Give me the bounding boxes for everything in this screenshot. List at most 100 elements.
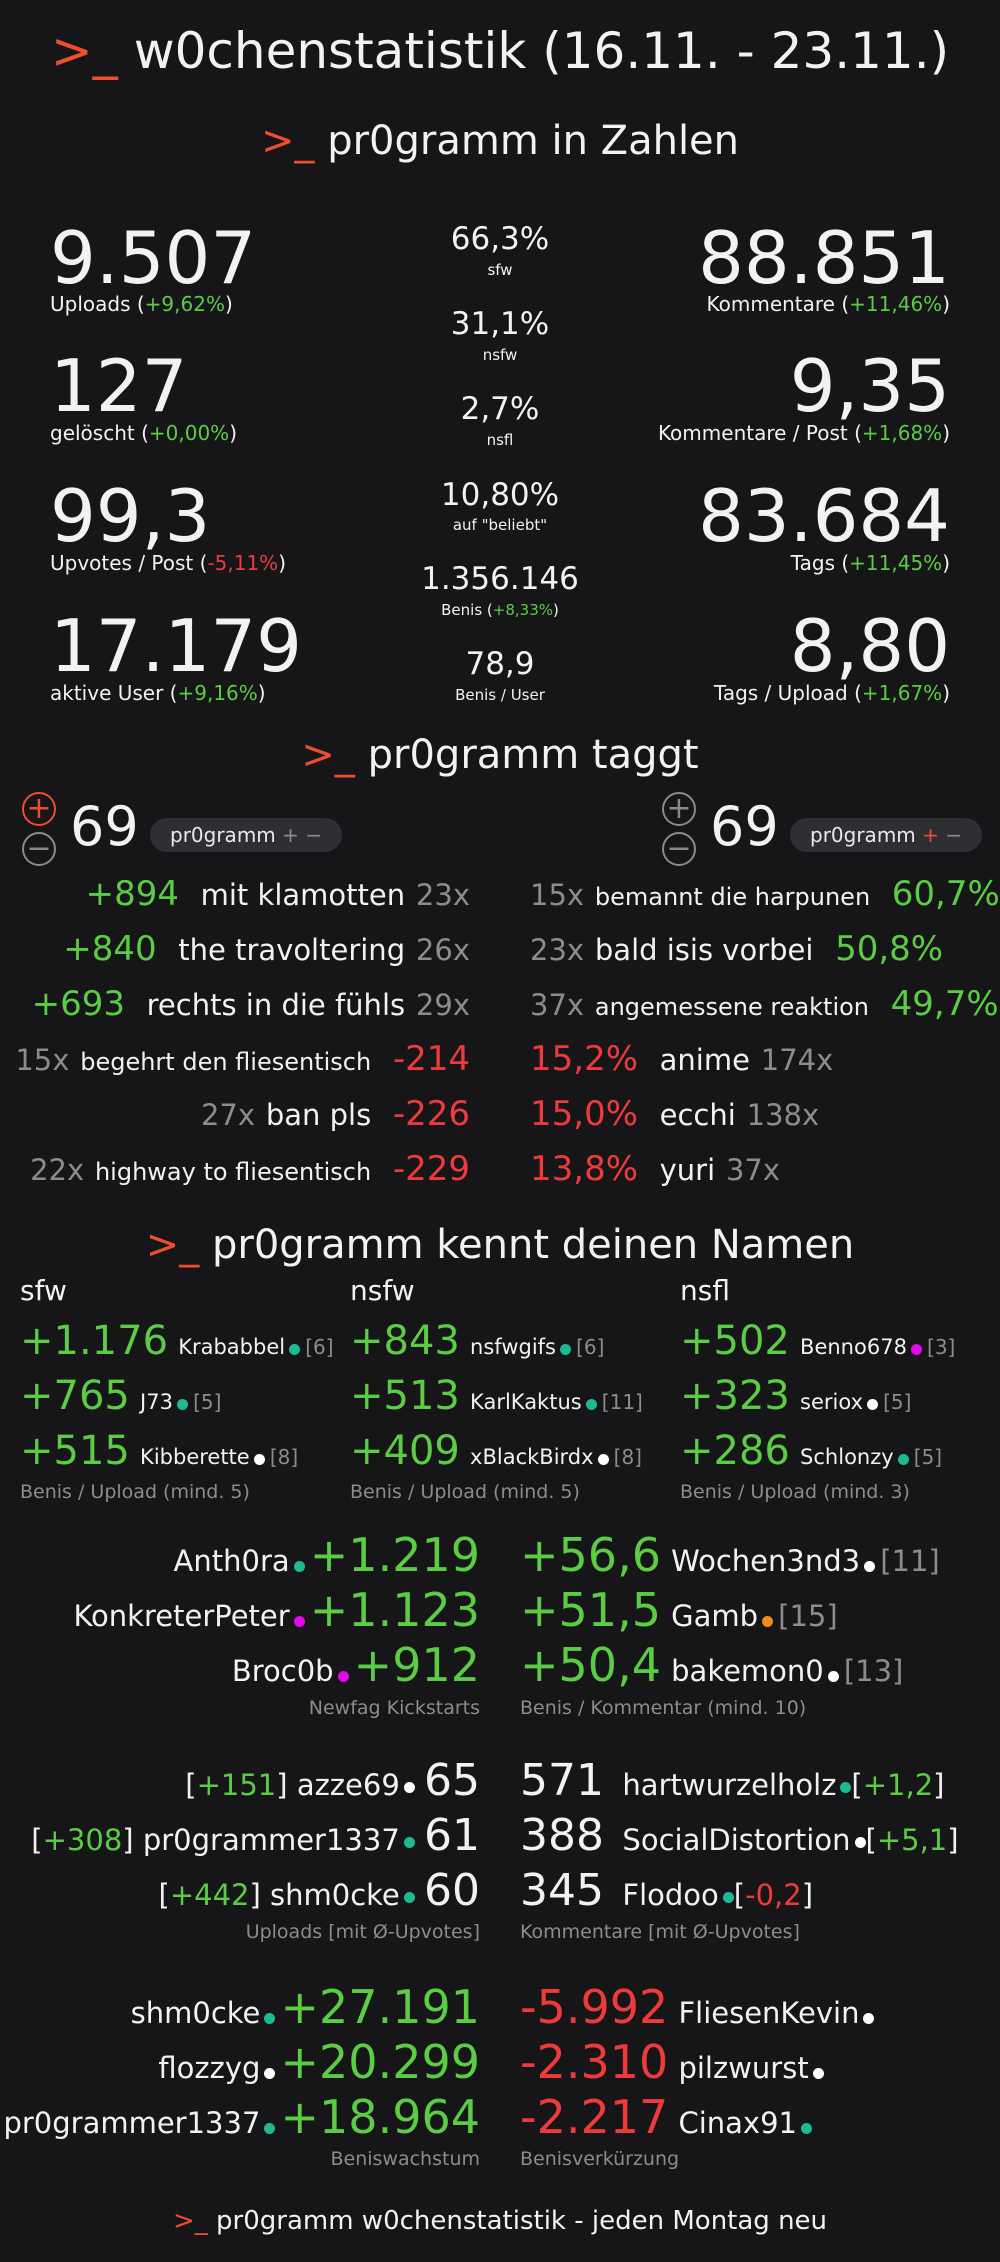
user-row[interactable]: [+442] shm0cke 60	[158, 1865, 481, 1916]
user-row[interactable]: +56,6 Wochen3nd3 [11]	[520, 1528, 940, 1582]
user-row[interactable]: Broc0b +912	[231, 1638, 480, 1692]
tag-pill[interactable]: pr0gramm + −	[150, 818, 343, 852]
user-row[interactable]: +515 Kibberette [8]	[20, 1428, 299, 1474]
user-rank-dot	[403, 1781, 415, 1793]
user-rank-dot	[910, 1344, 922, 1355]
user-row[interactable]: +323 seriox [5]	[680, 1373, 912, 1419]
user-row[interactable]: -2.310 pilzwurst	[520, 2035, 824, 2089]
user-rank-dot	[176, 1399, 188, 1410]
footer-line: >_ pr0gramm w0chenstatistik - jeden Mont…	[0, 2206, 1000, 2236]
tag-row: 15,2% anime 174x	[530, 1039, 834, 1079]
vote-count: 69	[710, 795, 779, 858]
stat-tags-upload-label: Tags / Upload (+1,67%)	[713, 681, 950, 705]
user-row[interactable]: 388 SocialDistortion [+5,1]	[520, 1810, 959, 1861]
tag-row: 15,0% ecchi 138x	[530, 1094, 820, 1134]
user-row[interactable]: +50,4 bakemon0 [13]	[520, 1638, 904, 1692]
user-rank-dot	[403, 1836, 415, 1848]
stat-kommentare-value: 88.851	[698, 216, 950, 300]
user-row[interactable]: +409 xBlackBirdx [8]	[350, 1428, 642, 1474]
tag-row: +693 rechts in die fühls 29x	[31, 984, 470, 1024]
user-row[interactable]: +513 KarlKaktus [11]	[350, 1373, 643, 1419]
user-rank-dot	[253, 1454, 265, 1465]
user-rank-dot	[337, 1671, 349, 1682]
user-rank-dot	[289, 1344, 301, 1355]
user-row[interactable]: +843 nsfwgifs [6]	[350, 1318, 605, 1364]
stat-kommentare-label: Kommentare (+11,46%)	[706, 292, 951, 316]
section-heading-namen: >_ pr0gramm kennt deinen Namen	[0, 1222, 1000, 1268]
user-row[interactable]: -2.217 Cinax91	[520, 2090, 812, 2144]
tag-row: 13,8% yuri 37x	[530, 1149, 781, 1189]
user-rank-dot	[840, 1781, 852, 1793]
user-row[interactable]: +286 Schlonzy [5]	[680, 1428, 943, 1474]
section-heading-text: pr0gramm kennt deinen Namen	[212, 1222, 855, 1268]
center-stat-value: 1.356.146	[421, 561, 579, 597]
user-rank-dot	[403, 1891, 415, 1903]
stat-aktive-label: aktive User (+9,16%)	[50, 681, 266, 705]
user-rank-dot	[722, 1891, 734, 1903]
user-row[interactable]: 345 Flodoo [-0,2]	[520, 1865, 814, 1916]
downvote-icon[interactable]: −	[22, 831, 56, 866]
center-stat-value: 66,3%	[450, 221, 550, 257]
column-head-sfw: sfw	[20, 1274, 67, 1307]
user-rank-dot	[293, 1616, 305, 1627]
user-row[interactable]: 571 hartwurzelholz [+1,2]	[520, 1755, 945, 1806]
user-rank-dot	[560, 1344, 571, 1355]
prompt-icon: >_	[260, 118, 315, 164]
user-row[interactable]: [+308] pr0grammer1337 61	[31, 1810, 480, 1861]
user-rank-dot	[293, 1561, 305, 1572]
column-footer: Uploads [mit Ø-Upvotes]	[245, 1921, 480, 1943]
stat-upvotes-label: Upvotes / Post (-5,11%)	[50, 551, 287, 575]
tag-row: 15x bemannt die harpunen 60,7%	[530, 874, 1000, 914]
center-stat-label: auf "beliebt"	[452, 516, 548, 534]
downvote-icon[interactable]: −	[662, 831, 696, 866]
user-rank-dot	[897, 1454, 909, 1465]
column-footer: Benis / Upload (mind. 3)	[680, 1481, 910, 1503]
stat-aktive-value: 17.179	[50, 604, 302, 688]
user-row[interactable]: pr0grammer1337 +18.964	[3, 2090, 480, 2144]
stat-tags-label: Tags (+11,45%)	[790, 551, 950, 575]
user-rank-dot	[854, 1836, 866, 1848]
stat-uploads-label: Uploads (+9,62%)	[50, 292, 233, 316]
user-row[interactable]: +765 J73 [5]	[20, 1373, 222, 1419]
stat-tags-upload-value: 8,80	[789, 604, 950, 688]
column-footer: Benis / Kommentar (mind. 10)	[520, 1697, 807, 1719]
user-rank-dot	[585, 1399, 597, 1410]
vote-count: 69	[70, 795, 139, 858]
upvote-icon[interactable]: +	[22, 791, 56, 826]
upvote-icon[interactable]: +	[662, 791, 696, 826]
user-row[interactable]: Anth0ra +1.219	[173, 1528, 480, 1582]
user-row[interactable]: [+151] azze69 65	[185, 1755, 480, 1806]
center-stat-value: 31,1%	[450, 306, 550, 342]
user-row[interactable]: +1.176 Krababbel [6]	[20, 1318, 334, 1364]
user-rank-dot	[801, 2123, 812, 2134]
user-rank-dot	[264, 2068, 276, 2079]
stat-uploads-value: 9.507	[50, 216, 257, 300]
user-rank-dot	[762, 1616, 774, 1627]
user-row[interactable]: shm0cke +27.191	[130, 1980, 480, 2034]
user-row[interactable]: KonkreterPeter +1.123	[73, 1583, 480, 1637]
user-rank-dot	[827, 1671, 839, 1682]
center-stat-label: nsfl	[486, 431, 514, 449]
center-stat-value: 2,7%	[460, 391, 540, 427]
user-rank-dot	[864, 1561, 876, 1572]
column-footer: Benisverkürzung	[520, 2148, 680, 2170]
prompt-icon: >_	[301, 732, 355, 778]
user-row[interactable]: flozzyg +20.299	[158, 2035, 480, 2089]
stat-geloescht-value: 127	[50, 344, 188, 428]
user-row[interactable]: +502 Benno678 [3]	[680, 1318, 956, 1364]
column-head-nsfl: nsfl	[680, 1274, 730, 1307]
user-row[interactable]: +51,5 Gamb [15]	[520, 1583, 838, 1637]
footer-text: pr0gramm w0chenstatistik - jeden Montag …	[216, 2206, 828, 2236]
stat-geloescht-label: gelöscht (+0,00%)	[50, 421, 237, 445]
stat-kom-post-label: Kommentare / Post (+1,68%)	[657, 421, 950, 445]
page-title-text: w0chenstatistik (16.11. - 23.11.)	[133, 22, 950, 80]
user-row[interactable]: -5.992 FliesenKevin	[520, 1980, 875, 2034]
tag-pill[interactable]: pr0gramm + −	[790, 818, 983, 852]
center-stat-value: 10,80%	[440, 477, 560, 513]
section-heading-zahlen: >_ pr0gramm in Zahlen	[0, 118, 1000, 164]
tag-row: 22x highway to fliesentisch -229	[30, 1149, 470, 1189]
stat-tags-value: 83.684	[698, 474, 950, 558]
tag-row: 23x bald isis vorbei 50,8%	[530, 929, 944, 969]
center-stat-value: 78,9	[465, 646, 535, 682]
center-stat-label: nsfw	[482, 346, 518, 364]
